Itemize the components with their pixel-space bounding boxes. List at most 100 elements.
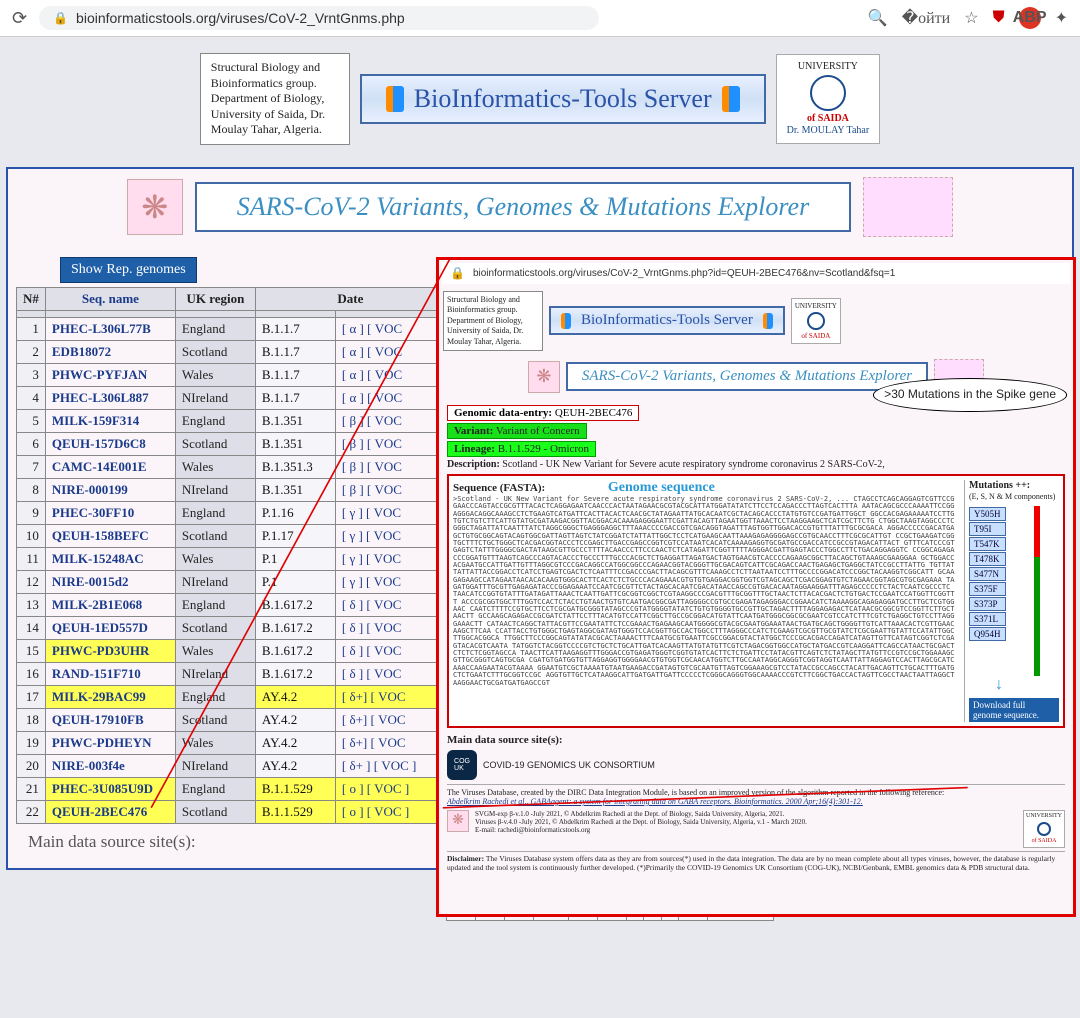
- variant-cell[interactable]: [ α ] [ VOC: [335, 317, 445, 340]
- seq-name-link[interactable]: MILK-2B1E068: [45, 593, 175, 616]
- seq-name-link[interactable]: QEUH-17910FB: [45, 708, 175, 731]
- seq-name-link[interactable]: NIRE-0015d2: [45, 570, 175, 593]
- site-banner: BioInformatics-Tools Server: [360, 74, 766, 124]
- mutation-badge[interactable]: S373P: [969, 597, 1006, 611]
- variant-cell[interactable]: [ δ+] [ VOC: [335, 708, 445, 731]
- browser-chrome: ⟳ 🔒 bioinformaticstools.org/viruses/CoV-…: [0, 0, 1080, 37]
- credits-text: SVGM-exp β-v.1.0 -July 2021, © Abdelkrim…: [475, 810, 1017, 848]
- seq-name-link[interactable]: NIRE-000199: [45, 478, 175, 501]
- variant-cell[interactable]: [ β ] [ VOC: [335, 409, 445, 432]
- variant-cell[interactable]: [ α ] [ VOC: [335, 386, 445, 409]
- small-virus-icon: ❋: [447, 810, 469, 832]
- seq-name-link[interactable]: NIRE-003f4e: [45, 754, 175, 777]
- seq-name-link[interactable]: EDB18072: [45, 340, 175, 363]
- table-row: 3PHWC-PYFJANWalesB.1.1.7[ α ] [ VOC: [17, 363, 446, 386]
- popup-dept: Structural Biology and Bioinformatics gr…: [443, 291, 543, 351]
- variant-cell[interactable]: [ β ] [ VOC: [335, 432, 445, 455]
- popup-url: bioinformaticstools.org/viruses/CoV-2_Vr…: [473, 268, 895, 279]
- variant-cell[interactable]: [ δ+] [ VOC: [335, 685, 445, 708]
- row-number: 6: [17, 432, 46, 455]
- seq-name-link[interactable]: MILK-159F314: [45, 409, 175, 432]
- mutation-badge[interactable]: S477N: [969, 567, 1006, 581]
- variant-cell[interactable]: [ γ ] [ VOC: [335, 547, 445, 570]
- variant-cell[interactable]: [ δ+] [ VOC: [335, 731, 445, 754]
- variant-cell[interactable]: [ β ] [ VOC: [335, 455, 445, 478]
- row-number: 9: [17, 501, 46, 524]
- table-row: 4PHEC-L306L887NIrelandB.1.1.7[ α ] [ VOC: [17, 386, 446, 409]
- table-area: Show Rep. genomes N# Seq. name UK region…: [16, 257, 1064, 824]
- description: Description: Scotland - UK New Variant f…: [447, 459, 1065, 470]
- mutation-badge[interactable]: Q954H: [969, 627, 1006, 641]
- table-row: 14QEUH-1ED557DScotlandB.1.617.2[ δ ] [ V…: [17, 616, 446, 639]
- variant-cell[interactable]: [ β ] [ VOC: [335, 478, 445, 501]
- variant-cell[interactable]: [ γ ] [ VOC: [335, 524, 445, 547]
- variant-cell[interactable]: [ α ] [ VOC: [335, 363, 445, 386]
- seq-name-link[interactable]: QEUH-2BEC476: [45, 800, 175, 823]
- seq-name-link[interactable]: RAND-151F710: [45, 662, 175, 685]
- row-number: 4: [17, 386, 46, 409]
- seq-name-link[interactable]: MILK-29BAC99: [45, 685, 175, 708]
- star-icon[interactable]: ☆: [964, 8, 978, 28]
- table-row: 15PHWC-PD3UHRWalesB.1.617.2[ δ ] [ VOC: [17, 639, 446, 662]
- variant-cell[interactable]: [ δ+ ] [ VOC ]: [335, 754, 445, 777]
- zoom-icon[interactable]: 🔍: [868, 8, 888, 28]
- table-row: 5MILK-159F314EnglandB.1.351[ β ] [ VOC: [17, 409, 446, 432]
- col-number: N#: [17, 287, 46, 310]
- region-cell: Scotland: [175, 616, 255, 639]
- region-cell: NIreland: [175, 662, 255, 685]
- seq-name-link[interactable]: PHWC-PDHEYN: [45, 731, 175, 754]
- variant-cell[interactable]: [ o ] [ VOC ]: [335, 777, 445, 800]
- seq-name-link[interactable]: MILK-15248AC: [45, 547, 175, 570]
- address-bar[interactable]: 🔒 bioinformaticstools.org/viruses/CoV-2_…: [39, 6, 599, 30]
- col-seqname: Seq. name: [45, 287, 175, 310]
- mutation-badge[interactable]: S371L: [969, 612, 1006, 626]
- lineage-cell: B.1.617.2: [255, 639, 335, 662]
- seq-name-link[interactable]: PHWC-PD3UHR: [45, 639, 175, 662]
- seq-name-link[interactable]: QEUH-158BEFC: [45, 524, 175, 547]
- decorative-diagram: [863, 177, 953, 237]
- variant-cell[interactable]: [ δ ] [ VOC: [335, 662, 445, 685]
- abp-icon[interactable]: ABP: [1019, 7, 1041, 29]
- share-icon[interactable]: �ойти: [902, 8, 951, 28]
- variant-cell[interactable]: [ α ] [ VOC: [335, 340, 445, 363]
- extension-icon[interactable]: ✦: [1055, 8, 1068, 28]
- popup-banner-text: BioInformatics-Tools Server: [581, 312, 753, 329]
- table-row: 17MILK-29BAC99EnglandAY.4.2[ δ+] [ VOC: [17, 685, 446, 708]
- lineage-cell: B.1.1.7: [255, 363, 335, 386]
- mutation-badge[interactable]: T478K: [969, 552, 1006, 566]
- region-cell: Scotland: [175, 800, 255, 823]
- seq-name-link[interactable]: PHEC-3U085U9D: [45, 777, 175, 800]
- shield-icon[interactable]: ⛊: [993, 9, 1005, 27]
- mutation-badge[interactable]: T547K: [969, 537, 1006, 551]
- seq-name-link[interactable]: QEUH-1ED557D: [45, 616, 175, 639]
- show-rep-genomes-button[interactable]: Show Rep. genomes: [60, 257, 197, 283]
- table-row: 10QEUH-158BEFCScotlandP.1.17[ γ ] [ VOC: [17, 524, 446, 547]
- seq-name-link[interactable]: QEUH-157D6C8: [45, 432, 175, 455]
- univ-line1: UNIVERSITY: [787, 61, 870, 73]
- variant-cell[interactable]: [ γ ] [ VOC: [335, 570, 445, 593]
- download-sequence-link[interactable]: Download full genome sequence.: [969, 698, 1059, 722]
- seq-name-link[interactable]: PHEC-30FF10: [45, 501, 175, 524]
- variant-cell[interactable]: [ δ ] [ VOC: [335, 593, 445, 616]
- mutation-badge[interactable]: Y505H: [969, 507, 1006, 521]
- seq-name-link[interactable]: PHEC-L306L77B: [45, 317, 175, 340]
- table-row: 11MILK-15248ACWalesP.1[ γ ] [ VOC: [17, 547, 446, 570]
- region-cell: Wales: [175, 363, 255, 386]
- region-cell: NIreland: [175, 386, 255, 409]
- mutation-badge[interactable]: T95I: [969, 522, 1006, 536]
- variant-cell[interactable]: [ o ] [ VOC ]: [335, 800, 445, 823]
- seq-name-link[interactable]: PHEC-L306L887: [45, 386, 175, 409]
- lineage-cell: AY.4.2: [255, 754, 335, 777]
- variant-cell[interactable]: [ δ ] [ VOC: [335, 639, 445, 662]
- reload-icon[interactable]: ⟳: [12, 8, 27, 29]
- region-cell: Wales: [175, 731, 255, 754]
- variant-cell[interactable]: [ γ ] [ VOC: [335, 501, 445, 524]
- row-number: 11: [17, 547, 46, 570]
- seq-name-link[interactable]: PHWC-PYFJAN: [45, 363, 175, 386]
- lock-icon: 🔒: [450, 266, 465, 281]
- table-row: 13MILK-2B1E068EnglandB.1.617.2[ δ ] [ VO…: [17, 593, 446, 616]
- variant-cell[interactable]: [ δ ] [ VOC: [335, 616, 445, 639]
- mutation-badge[interactable]: S375F: [969, 582, 1006, 596]
- seq-name-link[interactable]: CAMC-14E001E: [45, 455, 175, 478]
- region-cell: England: [175, 501, 255, 524]
